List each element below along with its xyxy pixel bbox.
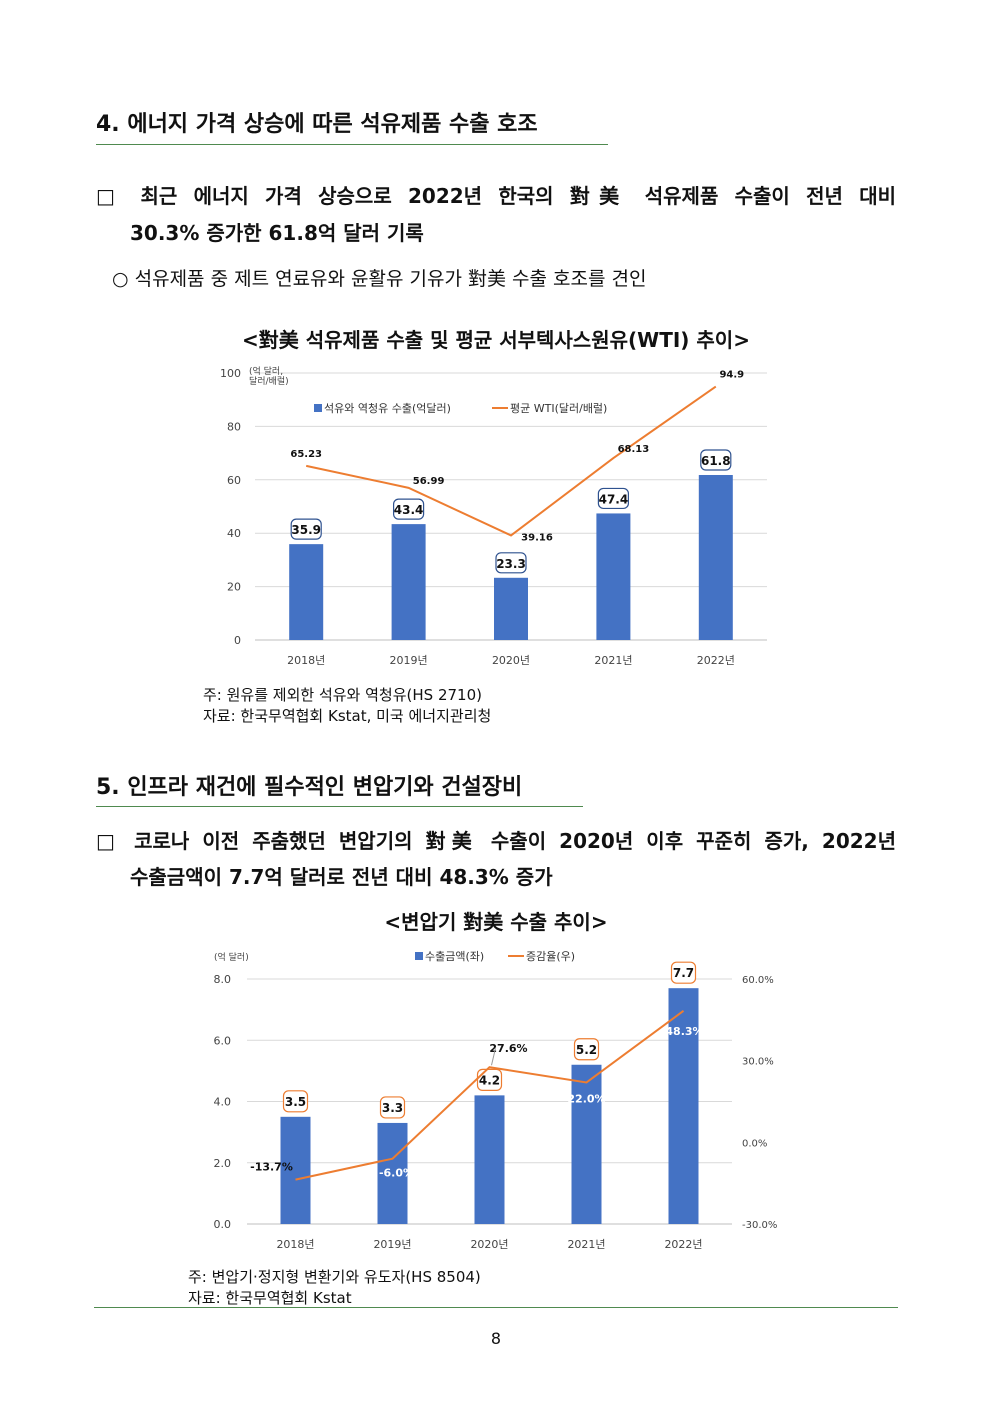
bar-label-box xyxy=(700,449,732,471)
y-tick-label: 4.0 xyxy=(214,1096,232,1109)
section5-heading: 5. 인프라 재건에 필수적인 변압기와 건설장비 xyxy=(96,775,523,800)
chart2: 0.0 2.0 4.0 6.0 8.0 -30.0% 0.0% 30.0% 60.0% (억 달러… xyxy=(214,950,778,1251)
section4-bullet-line2: 30.3% 증가한 61.8억 달러 기록 xyxy=(130,221,424,245)
bar xyxy=(668,988,699,1224)
x-tick-label: 2018년 xyxy=(287,654,325,667)
x-tick-label: 2019년 xyxy=(373,1238,411,1251)
chart2-note: 주: 변압기·정지형 변환기와 유도자(HS 8504) xyxy=(188,1268,481,1286)
bar xyxy=(698,474,733,640)
bar xyxy=(377,1122,408,1224)
y-axis-unit-label: (억 달러) xyxy=(214,951,249,963)
leader-line xyxy=(491,1048,496,1066)
y-tick-label: 80 xyxy=(227,420,241,433)
line-data-label: 27.6% xyxy=(489,1042,527,1055)
section4-heading: 4. 에너지 가격 상승에 따른 석유제품 수출 호조 xyxy=(96,112,538,137)
legend-line-label: 증감율(우) xyxy=(526,950,575,963)
section4-sub-bullet: ○ 석유제품 중 제트 연료유와 윤활유 기유가 對美 수출 호조를 견인 xyxy=(112,268,647,290)
chart2-title: <변압기 對美 수출 추이> xyxy=(384,910,608,934)
bar-label-box xyxy=(282,1090,309,1113)
bar-data-label: 35.9 xyxy=(291,523,321,537)
bar xyxy=(596,513,631,640)
bar-label-box xyxy=(597,487,630,510)
y2-tick-label: 0.0% xyxy=(742,1138,767,1149)
bar-label-box xyxy=(290,518,322,540)
footer-rule xyxy=(94,1307,898,1308)
bar-data-label: 23.3 xyxy=(496,557,526,571)
section4-underline xyxy=(96,144,608,145)
bar-label-box xyxy=(379,1096,406,1119)
y-tick-label: 40 xyxy=(227,527,241,540)
y-tick-label: 0 xyxy=(234,634,241,647)
bar-data-label: 7.7 xyxy=(673,966,694,980)
y-tick-label: 6.0 xyxy=(214,1034,232,1047)
x-tick-label: 2022년 xyxy=(697,654,735,667)
bar xyxy=(280,1116,311,1224)
line-data-label: 56.99 xyxy=(413,476,445,487)
bar-data-label: 47.4 xyxy=(599,492,629,506)
y2-tick-label: -30.0% xyxy=(742,1220,777,1231)
line-data-label: 68.13 xyxy=(618,444,650,455)
chart2-source: 자료: 한국무역협회 Kstat xyxy=(188,1289,352,1307)
x-tick-label: 2021년 xyxy=(594,654,632,667)
bar xyxy=(494,577,528,640)
section5-underline xyxy=(96,806,583,807)
bar xyxy=(289,544,324,640)
y-tick-label: 8.0 xyxy=(214,973,232,986)
legend-bar-label: 석유와 역청유 수출(억달러) xyxy=(324,402,451,415)
bar-data-label: 5.2 xyxy=(576,1043,597,1057)
y-tick-label: 0.0 xyxy=(214,1218,232,1231)
y-axis-unit-label: 달러/배럴) xyxy=(249,375,289,387)
line-data-label: -13.7% xyxy=(250,1161,293,1174)
bar xyxy=(391,524,426,640)
y-axis-unit-label: (억 달러, xyxy=(249,365,283,377)
x-tick-label: 2018년 xyxy=(276,1238,314,1251)
bar-label-box xyxy=(495,552,527,574)
section5-bullet-line2: 수출금액이 7.7억 달러로 전년 대비 48.3% 증가 xyxy=(130,865,553,889)
chart1: 0 20 40 60 80 100 (억 달러,달러/배럴) 석유와 역청유 수출(억달러) 평… xyxy=(220,365,767,667)
y-tick-label: 2.0 xyxy=(214,1157,232,1170)
bar-label-box xyxy=(670,961,697,984)
chart1-title: <對美 석유제품 수출 및 평균 서부텍사스원유(WTI) 추이> xyxy=(242,328,750,352)
line-data-label: 65.23 xyxy=(290,449,322,460)
x-tick-label: 2021년 xyxy=(567,1238,605,1251)
bar-data-label: 43.4 xyxy=(394,503,424,517)
legend-bar-label: 수출금액(좌) xyxy=(425,950,484,963)
line-data-label: 48.3% xyxy=(665,1025,703,1038)
line-data-label: 94.9 xyxy=(719,370,744,381)
y2-tick-label: 60.0% xyxy=(742,975,774,986)
bar xyxy=(474,1095,505,1224)
bar-data-label: 3.5 xyxy=(285,1095,306,1109)
section4-bullet-line1: □ 최근 에너지 가격 상승으로 2022년 한국의 對美 석유제품 수출이 전… xyxy=(96,184,896,208)
bar-data-label: 3.3 xyxy=(382,1101,403,1115)
line-data-label: -6.0% xyxy=(379,1167,414,1180)
bar-data-label: 4.2 xyxy=(479,1073,500,1087)
chart1-source: 자료: 한국무역협회 Kstat, 미국 에너지관리청 xyxy=(203,707,492,725)
bar-label-box xyxy=(393,498,425,520)
y-tick-label: 60 xyxy=(227,474,241,487)
y-tick-label: 20 xyxy=(227,581,241,594)
legend-line-label: 평균 WTI(달러/배럴) xyxy=(510,402,607,415)
x-tick-label: 2020년 xyxy=(492,654,530,667)
section5-bullet: □ 코로나 이전 주춤했던 변압기의 對美 수출이 2020년 이후 꾸준히 증… xyxy=(96,825,896,858)
x-tick-label: 2019년 xyxy=(390,654,428,667)
x-tick-label: 2020년 xyxy=(470,1238,508,1251)
legend-bar-swatch xyxy=(314,404,322,412)
section4-bullet: □ 최근 에너지 가격 상승으로 2022년 한국의 對美 석유제품 수출이 전… xyxy=(96,180,896,213)
line-data-label: 39.16 xyxy=(521,532,553,543)
bar-label-box xyxy=(573,1038,600,1061)
bar-data-label: 61.8 xyxy=(701,454,731,468)
page-number: 8 xyxy=(490,1329,502,1348)
y2-tick-label: 30.0% xyxy=(742,1057,774,1068)
section5-bullet-line1: □ 코로나 이전 주춤했던 변압기의 對美 수출이 2020년 이후 꾸준히 증… xyxy=(96,829,896,853)
bar xyxy=(571,1064,602,1224)
x-tick-label: 2022년 xyxy=(664,1238,702,1251)
line-data-label: 22.0% xyxy=(567,1092,605,1105)
y-tick-label: 100 xyxy=(220,367,241,380)
legend-bar-swatch xyxy=(415,952,423,960)
chart1-note: 주: 원유를 제외한 석유와 역청유(HS 2710) xyxy=(203,686,482,704)
